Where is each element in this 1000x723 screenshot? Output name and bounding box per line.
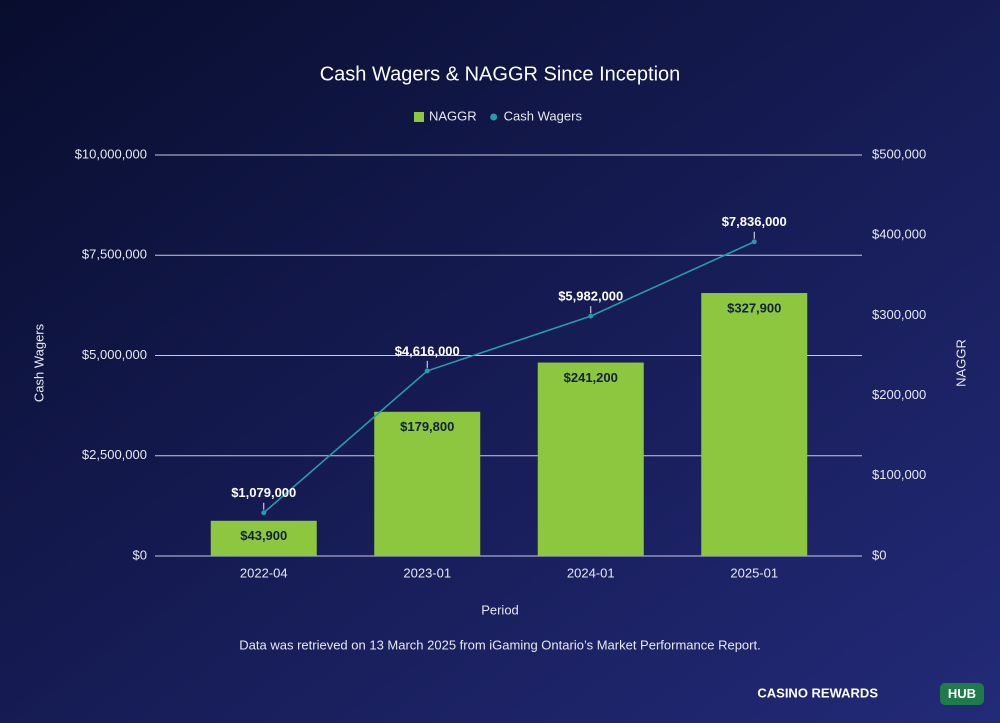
line-value-label: $4,616,000 xyxy=(395,343,460,358)
x-tick-label: 2025-01 xyxy=(730,565,778,580)
bar-value-label: $327,900 xyxy=(727,300,781,315)
x-tick-label: 2024-01 xyxy=(567,565,615,580)
brand-badge-text: HUB xyxy=(948,686,976,701)
line-point xyxy=(588,313,594,319)
x-tick-label: 2022-04 xyxy=(240,565,288,580)
y2-tick-label: $300,000 xyxy=(872,307,926,322)
y2-tick-label: $0 xyxy=(872,547,886,562)
y2-axis-title: NAGGR xyxy=(953,339,968,387)
y2-tick-label: $400,000 xyxy=(872,227,926,242)
line-value-label: $7,836,000 xyxy=(722,214,787,229)
footnote: Data was retrieved on 13 March 2025 from… xyxy=(239,637,760,652)
legend-label: Cash Wagers xyxy=(504,108,583,123)
y-tick-label: $2,500,000 xyxy=(82,447,147,462)
legend-label: NAGGR xyxy=(429,108,477,123)
bar xyxy=(374,411,481,556)
legend-swatch xyxy=(414,112,424,122)
y-axis-title: Cash Wagers xyxy=(31,323,46,402)
line-point xyxy=(261,510,267,516)
legend-swatch xyxy=(490,113,498,121)
y2-tick-label: $500,000 xyxy=(872,146,926,161)
bar xyxy=(210,520,317,556)
bar-value-label: $241,200 xyxy=(564,370,618,385)
x-axis-title: Period xyxy=(481,602,519,617)
line-value-label: $5,982,000 xyxy=(558,289,623,304)
bar-value-label: $43,900 xyxy=(240,528,287,543)
bar xyxy=(537,362,644,556)
y-tick-label: $10,000,000 xyxy=(75,146,147,161)
bar xyxy=(701,293,808,556)
line-value-label: $1,079,000 xyxy=(231,485,296,500)
bar-value-label: $179,800 xyxy=(400,419,454,434)
x-tick-label: 2023-01 xyxy=(403,565,451,580)
y-tick-label: $5,000,000 xyxy=(82,347,147,362)
y-tick-label: $0 xyxy=(133,547,147,562)
brand-badge xyxy=(940,683,984,705)
y-tick-label: $7,500,000 xyxy=(82,247,147,262)
brand-name: CASINO REWARDS xyxy=(757,685,878,700)
line-point xyxy=(424,368,430,374)
chart-title: Cash Wagers & NAGGR Since Inception xyxy=(320,63,681,85)
line xyxy=(263,241,755,514)
y2-tick-label: $200,000 xyxy=(872,387,926,402)
line-point xyxy=(751,239,757,245)
y2-tick-label: $100,000 xyxy=(872,467,926,482)
